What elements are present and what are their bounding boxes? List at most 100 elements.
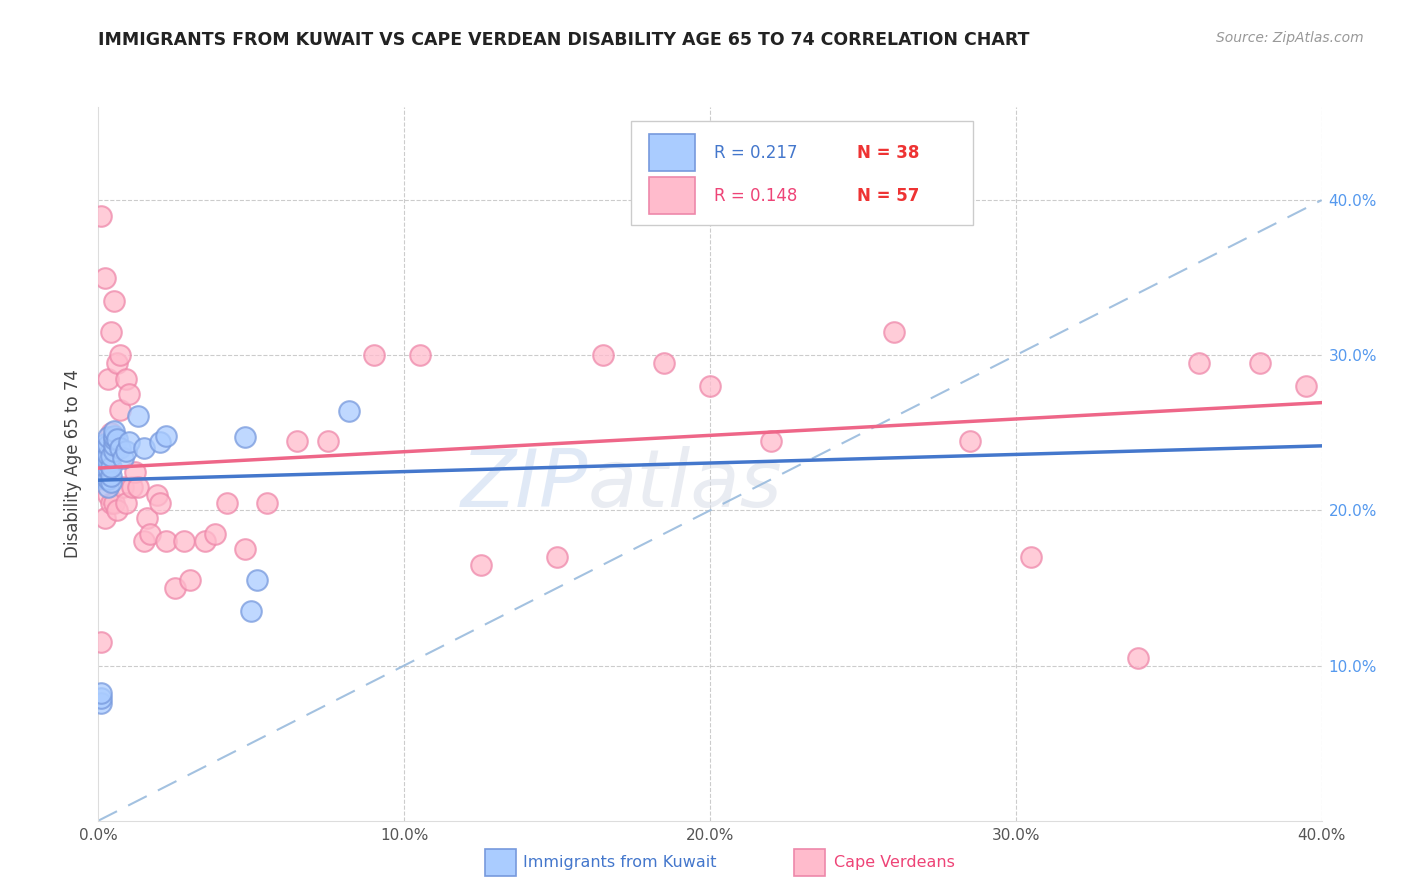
Point: [134, 534, 156, 549]
Point: [93, 436, 115, 450]
Text: Source: ZipAtlas.com: Source: ZipAtlas.com: [1216, 31, 1364, 45]
FancyBboxPatch shape: [630, 121, 973, 225]
Point: [121, 480, 143, 494]
Point: [93, 465, 115, 479]
Point: [103, 438, 125, 452]
Point: [108, 442, 131, 456]
Point: [215, 495, 238, 509]
Point: [256, 495, 278, 509]
Point: [97, 371, 120, 385]
Point: [652, 356, 675, 370]
Point: [1371, 270, 1393, 285]
Point: [240, 604, 263, 618]
Point: [118, 387, 141, 401]
Point: [134, 442, 156, 456]
Point: [316, 434, 339, 448]
Point: [105, 432, 128, 446]
Point: [108, 402, 131, 417]
Point: [90, 209, 112, 223]
Point: [173, 534, 195, 549]
Bar: [650, 177, 696, 214]
Point: [97, 472, 120, 486]
Point: [103, 432, 125, 446]
Point: [105, 503, 128, 517]
Point: [100, 469, 122, 483]
Point: [103, 424, 125, 438]
Point: [155, 429, 177, 443]
Point: [285, 434, 308, 448]
Text: N = 38: N = 38: [856, 144, 920, 161]
Point: [97, 448, 120, 462]
Point: [90, 686, 112, 700]
Point: [1188, 356, 1211, 370]
Point: [115, 495, 138, 509]
Point: [759, 434, 782, 448]
Point: [103, 293, 125, 308]
Point: [100, 449, 122, 463]
Point: [136, 511, 159, 525]
Y-axis label: Disability Age 65 to 74: Disability Age 65 to 74: [65, 369, 83, 558]
Point: [959, 434, 981, 448]
Point: [1128, 650, 1150, 665]
Text: N = 57: N = 57: [856, 186, 920, 204]
Point: [124, 465, 146, 479]
Point: [408, 348, 430, 362]
Point: [97, 457, 120, 471]
Point: [90, 691, 112, 706]
Point: [103, 495, 125, 509]
Point: [93, 511, 115, 525]
Point: [90, 635, 112, 649]
Point: [233, 542, 256, 557]
Point: [1295, 379, 1317, 393]
Point: [118, 435, 141, 450]
Point: [1326, 356, 1348, 370]
Point: [97, 455, 120, 469]
Point: [233, 430, 256, 444]
Point: [108, 348, 131, 362]
Text: atlas: atlas: [588, 446, 783, 524]
Point: [100, 325, 122, 339]
Point: [93, 467, 115, 482]
Point: [145, 488, 167, 502]
Point: [93, 270, 115, 285]
Point: [139, 526, 162, 541]
Text: Cape Verdeans: Cape Verdeans: [834, 855, 955, 870]
Point: [100, 425, 122, 440]
Point: [363, 348, 385, 362]
Point: [100, 495, 122, 509]
Point: [127, 409, 149, 423]
Point: [149, 435, 172, 450]
Point: [97, 430, 120, 444]
Point: [97, 488, 120, 502]
Point: [246, 573, 269, 587]
Point: [93, 459, 115, 474]
Point: [699, 379, 721, 393]
Point: [103, 429, 125, 443]
Point: [111, 480, 134, 494]
Point: [470, 558, 492, 572]
Point: [97, 480, 120, 494]
Point: [179, 573, 201, 587]
Point: [1019, 549, 1042, 564]
Point: [100, 459, 122, 474]
Point: [93, 444, 115, 458]
Point: [93, 454, 115, 468]
Point: [111, 450, 134, 465]
Text: R = 0.148: R = 0.148: [714, 186, 797, 204]
Bar: [650, 134, 696, 171]
Text: ZIP: ZIP: [460, 446, 588, 524]
Point: [194, 534, 217, 549]
Point: [90, 696, 112, 710]
Point: [127, 480, 149, 494]
Point: [204, 526, 226, 541]
Point: [337, 404, 360, 418]
Point: [115, 444, 138, 458]
Text: R = 0.217: R = 0.217: [714, 144, 797, 161]
Point: [100, 475, 122, 490]
Point: [149, 495, 172, 509]
Point: [97, 438, 120, 452]
Point: [105, 356, 128, 370]
Point: [103, 444, 125, 458]
Point: [1249, 356, 1271, 370]
Point: [155, 534, 177, 549]
